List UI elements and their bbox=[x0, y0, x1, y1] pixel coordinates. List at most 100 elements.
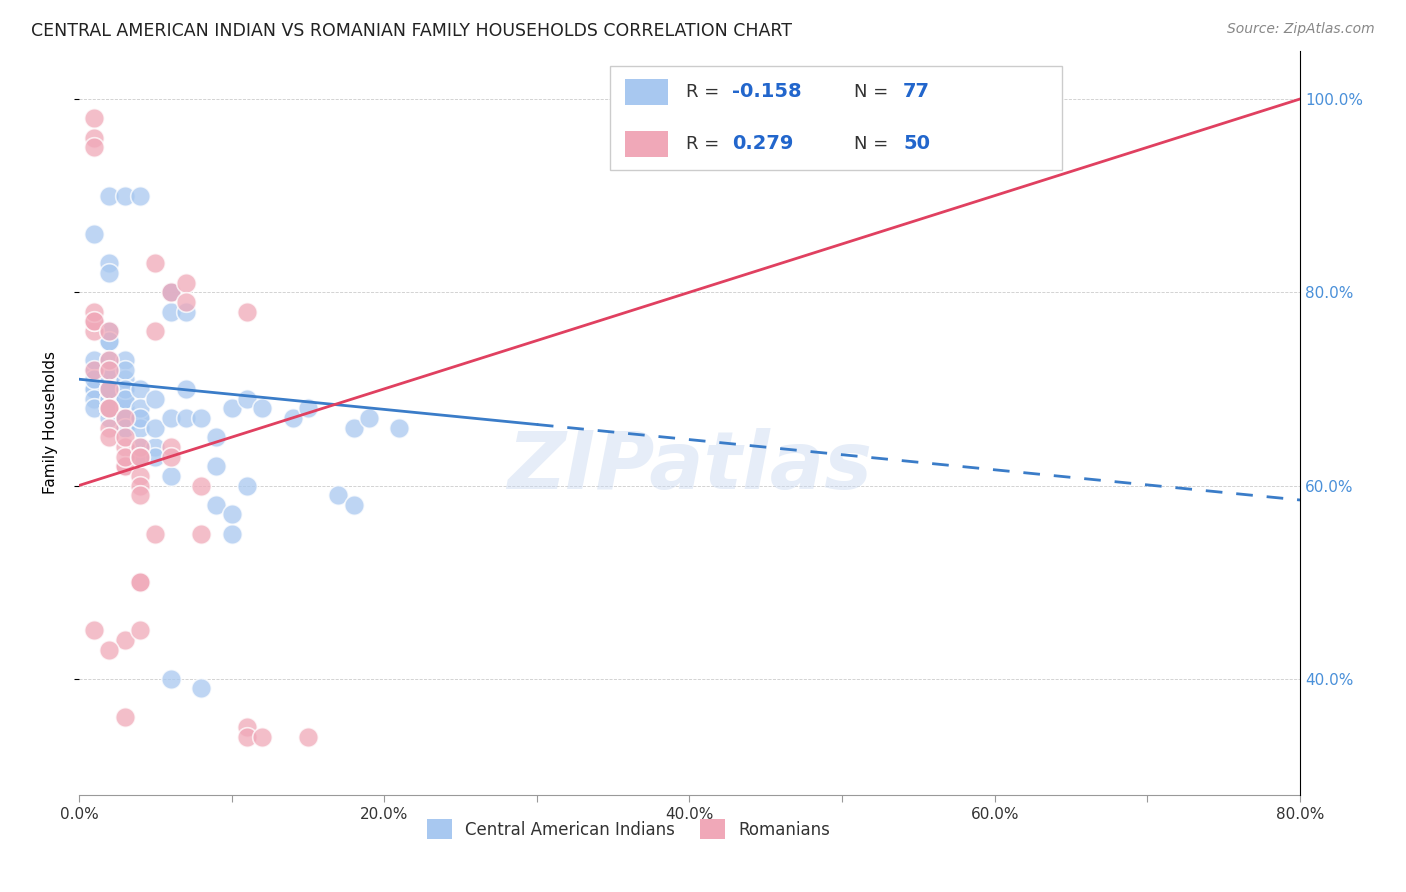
Point bbox=[114, 372, 136, 386]
Point bbox=[159, 440, 181, 454]
Point bbox=[143, 440, 166, 454]
Point bbox=[205, 430, 228, 444]
Point bbox=[98, 401, 121, 416]
Point bbox=[98, 382, 121, 396]
Point bbox=[83, 352, 105, 367]
Point bbox=[236, 730, 259, 744]
Point bbox=[159, 304, 181, 318]
Point bbox=[129, 624, 152, 638]
Point bbox=[83, 314, 105, 328]
Point bbox=[129, 450, 152, 464]
Point bbox=[159, 672, 181, 686]
Point bbox=[98, 420, 121, 434]
Point bbox=[98, 334, 121, 348]
Point bbox=[174, 304, 197, 318]
FancyBboxPatch shape bbox=[624, 78, 668, 104]
Point bbox=[114, 459, 136, 474]
Point bbox=[83, 362, 105, 376]
Point bbox=[114, 382, 136, 396]
Point bbox=[236, 478, 259, 492]
Point bbox=[98, 401, 121, 416]
Point bbox=[83, 362, 105, 376]
Point bbox=[98, 401, 121, 416]
Text: Source: ZipAtlas.com: Source: ZipAtlas.com bbox=[1227, 22, 1375, 37]
Point bbox=[83, 392, 105, 406]
Point bbox=[205, 459, 228, 474]
Point bbox=[114, 410, 136, 425]
Point bbox=[98, 362, 121, 376]
Point bbox=[114, 420, 136, 434]
FancyBboxPatch shape bbox=[610, 65, 1062, 169]
Point bbox=[250, 401, 273, 416]
Point bbox=[98, 362, 121, 376]
Point bbox=[114, 362, 136, 376]
Point bbox=[98, 324, 121, 338]
Point bbox=[83, 314, 105, 328]
Point bbox=[205, 498, 228, 512]
Point bbox=[236, 392, 259, 406]
Point bbox=[114, 392, 136, 406]
Text: CENTRAL AMERICAN INDIAN VS ROMANIAN FAMILY HOUSEHOLDS CORRELATION CHART: CENTRAL AMERICAN INDIAN VS ROMANIAN FAMI… bbox=[31, 22, 792, 40]
Point bbox=[159, 285, 181, 300]
Point bbox=[98, 256, 121, 270]
Point bbox=[129, 382, 152, 396]
Point bbox=[83, 372, 105, 386]
Text: R =: R = bbox=[686, 135, 731, 153]
Point bbox=[114, 450, 136, 464]
Point bbox=[143, 450, 166, 464]
Point bbox=[174, 382, 197, 396]
Point bbox=[83, 624, 105, 638]
Point bbox=[143, 256, 166, 270]
Point bbox=[190, 526, 212, 541]
Point bbox=[159, 285, 181, 300]
Point bbox=[83, 140, 105, 154]
Point bbox=[143, 392, 166, 406]
Point bbox=[328, 488, 350, 502]
Point bbox=[98, 642, 121, 657]
Point bbox=[83, 382, 105, 396]
Point bbox=[114, 382, 136, 396]
Point bbox=[98, 352, 121, 367]
Point bbox=[98, 392, 121, 406]
Point bbox=[129, 478, 152, 492]
FancyBboxPatch shape bbox=[624, 130, 668, 157]
Point bbox=[98, 324, 121, 338]
Point bbox=[114, 710, 136, 724]
Point bbox=[98, 401, 121, 416]
Point bbox=[114, 188, 136, 202]
Text: R =: R = bbox=[686, 83, 725, 101]
Point bbox=[174, 294, 197, 309]
Point bbox=[250, 730, 273, 744]
Text: 0.279: 0.279 bbox=[733, 134, 793, 153]
Point bbox=[129, 575, 152, 590]
Point bbox=[129, 488, 152, 502]
Text: ZIPatlas: ZIPatlas bbox=[508, 428, 872, 507]
Point bbox=[98, 382, 121, 396]
Point bbox=[98, 266, 121, 280]
Text: -0.158: -0.158 bbox=[733, 82, 801, 101]
Point bbox=[174, 410, 197, 425]
Point bbox=[159, 450, 181, 464]
Point bbox=[221, 401, 243, 416]
Point bbox=[221, 526, 243, 541]
Point bbox=[98, 382, 121, 396]
Text: N =: N = bbox=[855, 83, 894, 101]
Point bbox=[114, 410, 136, 425]
Point bbox=[98, 188, 121, 202]
Point bbox=[83, 401, 105, 416]
Point bbox=[129, 440, 152, 454]
Point bbox=[143, 526, 166, 541]
Point bbox=[159, 285, 181, 300]
Point bbox=[174, 276, 197, 290]
Point bbox=[357, 410, 380, 425]
Point bbox=[83, 227, 105, 242]
Point bbox=[83, 324, 105, 338]
Point bbox=[83, 304, 105, 318]
Point bbox=[236, 304, 259, 318]
Point bbox=[129, 450, 152, 464]
Text: 50: 50 bbox=[903, 134, 931, 153]
Point bbox=[83, 112, 105, 126]
Point bbox=[297, 730, 319, 744]
Point bbox=[98, 401, 121, 416]
Legend: Central American Indians, Romanians: Central American Indians, Romanians bbox=[420, 813, 837, 846]
